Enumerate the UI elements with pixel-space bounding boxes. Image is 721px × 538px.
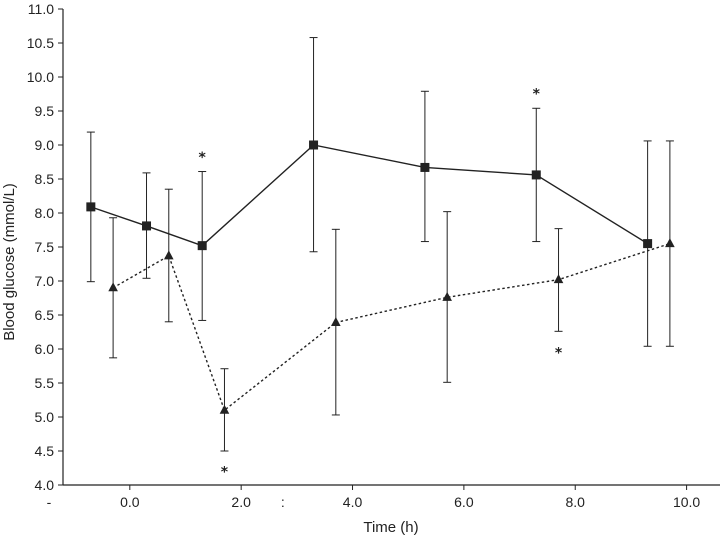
significance-asterisk: * [555,345,563,361]
x-tick-label: 4.0 [343,494,363,510]
y-tick-label: 7.5 [35,239,55,255]
y-tick-label: 11.0 [28,1,54,17]
x-axis-title: Time (h) [363,519,418,536]
y-tick-label: 6.5 [35,307,55,323]
data-point-square [309,140,319,150]
significance-asterisk: * [221,464,229,480]
data-point-triangle [442,291,452,301]
data-point-square [531,170,541,180]
y-tick-label: 8.0 [35,205,55,221]
series-line-square [90,144,648,247]
series-line-triangle [112,242,671,412]
y-tick-label: 7.0 [35,273,55,289]
data-point-triangle [219,404,230,414]
y-tick-label: 9.0 [35,137,55,153]
y-tick-label: 5.0 [35,409,55,425]
x-tick-label: 0.0 [120,494,140,510]
y-tick-label: 5.5 [35,375,55,391]
data-point-square [420,162,430,172]
y-tick-label: 4.5 [35,443,55,459]
data-point-square [142,221,152,231]
y-tick-label: 4.0 [35,477,55,493]
x-tick-label: 8.0 [566,494,586,510]
x-extra-label: - [47,494,52,510]
axes: 4.0 4.5 5.0 5.5 6.0 6.5 7.0 7.5 8.0 8.5 9.0 9.5 10.0… [27,1,720,510]
data-point-triangle [665,238,675,248]
data-point-square [643,239,653,249]
series-layer [86,37,675,452]
y-tick-label: 10.0 [27,69,54,85]
x-tick-label: 6.0 [454,494,474,510]
data-point-square [86,202,96,212]
data-point-square [197,241,207,251]
data-point-triangle [553,274,564,284]
x-tick-label: 10.0 [673,494,700,510]
y-tick-label: 9.5 [35,103,55,119]
y-tick-label: 8.5 [35,171,55,187]
significance-asterisk: * [199,150,207,166]
x-tick-label: 2.0 [231,494,251,510]
series-triangle [108,140,675,452]
significance-asterisk: * [533,86,541,102]
series-square [86,37,653,347]
annotation-layer: * * * * [199,86,563,480]
data-point-triangle [331,316,341,326]
y-axis-title: Blood glucose (mmol/L) [1,183,18,341]
y-tick-label: 6.0 [35,341,55,357]
data-point-triangle [163,250,174,260]
y-tick-label: 10.5 [27,35,54,51]
data-point-triangle [108,282,118,292]
x-extra-label: : [281,494,285,510]
